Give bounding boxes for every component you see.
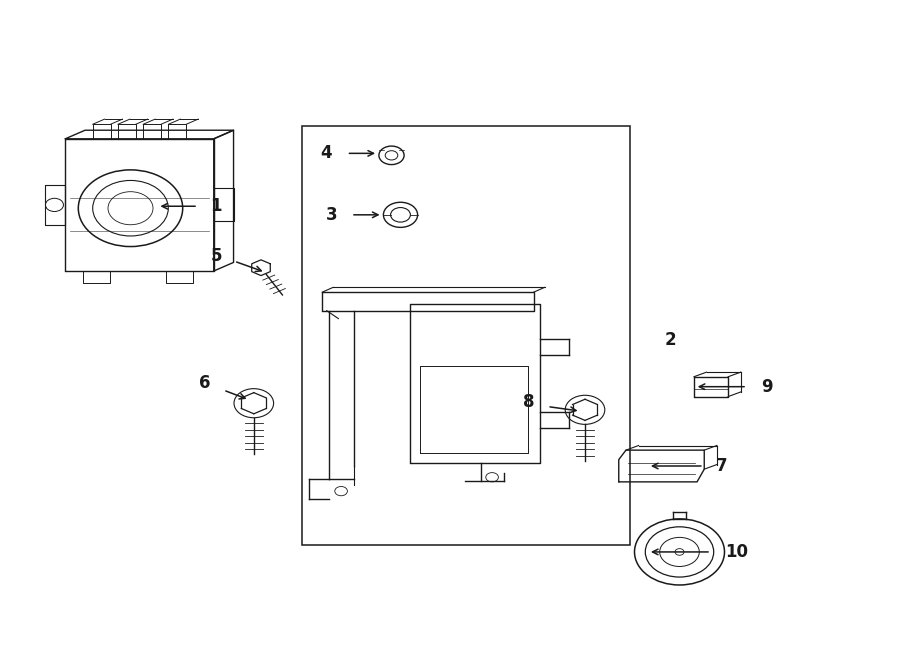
Text: 3: 3 [326, 206, 337, 224]
Text: 5: 5 [211, 247, 221, 266]
Text: 8: 8 [524, 393, 535, 411]
Text: 4: 4 [320, 144, 331, 163]
Text: 2: 2 [665, 331, 676, 350]
Text: 1: 1 [211, 197, 221, 215]
Text: 7: 7 [716, 457, 727, 475]
Bar [302, 126, 630, 545]
Text: 10: 10 [724, 543, 748, 561]
Text: 6: 6 [200, 374, 211, 393]
Text: 9: 9 [761, 377, 772, 396]
